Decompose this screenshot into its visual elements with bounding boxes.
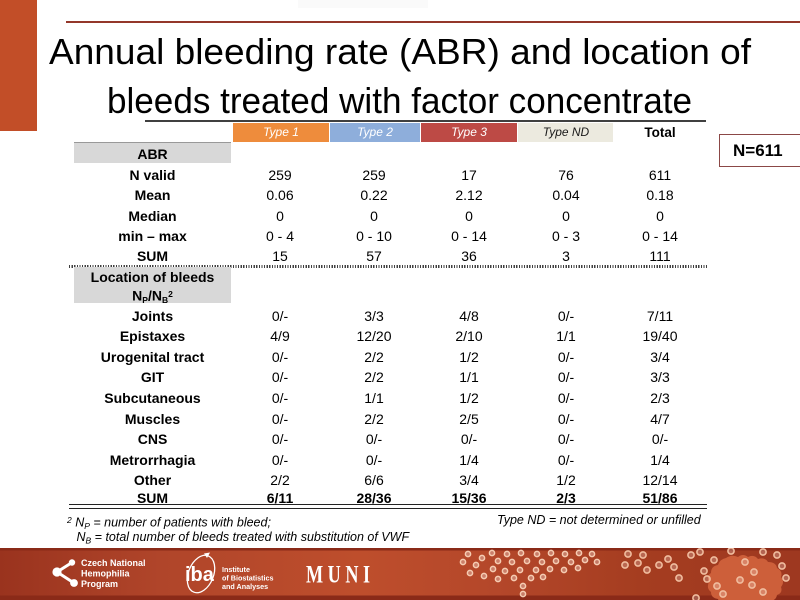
svg-text:iba: iba bbox=[185, 564, 215, 586]
svg-text:of Biostatistics: of Biostatistics bbox=[222, 574, 274, 583]
svg-text:Hemophilia: Hemophilia bbox=[81, 569, 131, 579]
svg-text:Institute: Institute bbox=[222, 565, 250, 574]
svg-text:and Analyses: and Analyses bbox=[222, 582, 268, 591]
svg-text:Program: Program bbox=[81, 579, 118, 589]
svg-text:M U N I: M U N I bbox=[306, 561, 370, 589]
svg-text:Czech National: Czech National bbox=[81, 558, 146, 568]
